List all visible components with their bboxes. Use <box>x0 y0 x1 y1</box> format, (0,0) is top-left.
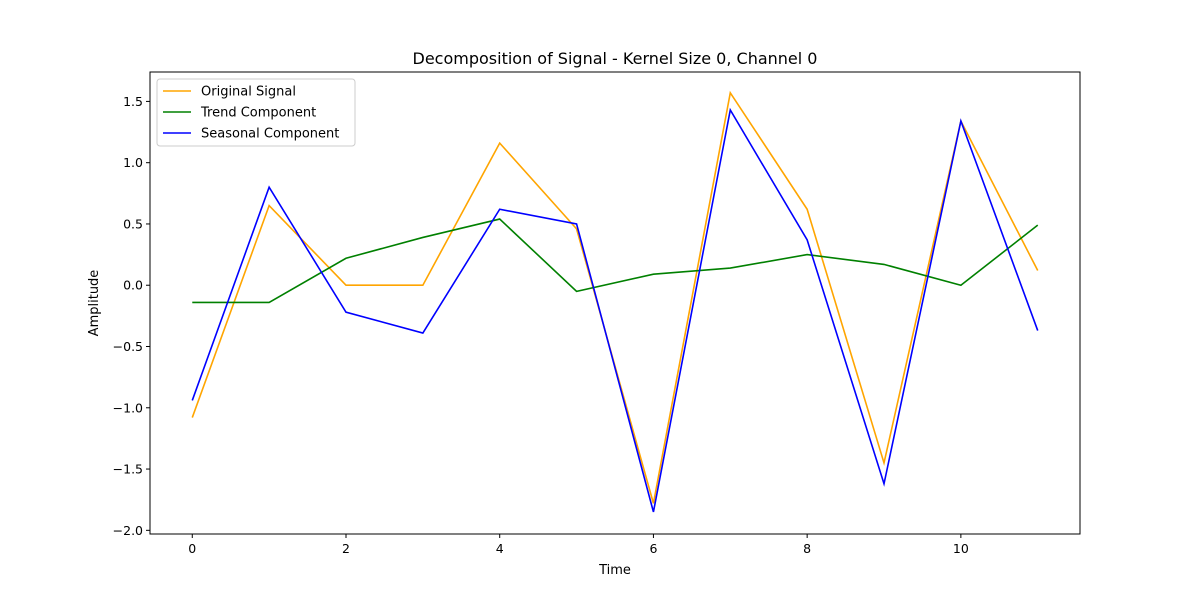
legend-box <box>156 78 356 147</box>
plot-frame <box>149 71 1081 535</box>
x-axis-ticks: 0 2 4 6 8 10 <box>188 534 969 556</box>
y-tick-label: 0.5 <box>123 216 143 231</box>
y-tick-label: 1.0 <box>123 155 143 170</box>
legend-label-1: Trend Component <box>200 106 316 121</box>
x-tick-label: 4 <box>496 541 504 556</box>
y-tick-label: 0.0 <box>123 278 143 293</box>
y-axis-label: Amplitude <box>87 270 102 337</box>
legend-label-2: Seasonal Component <box>201 127 339 142</box>
x-tick-label: 8 <box>803 541 811 556</box>
y-axis-ticks: −2.0 −1.5 −1.0 −0.5 0.0 0.5 1.0 1.5 <box>113 94 150 538</box>
series-lines <box>191 90 1039 513</box>
x-tick-label: 6 <box>649 541 657 556</box>
y-tick-label: 1.5 <box>123 94 143 109</box>
y-tick-label: −1.0 <box>113 400 143 415</box>
chart-title: Decomposition of Signal - Kernel Size 0,… <box>413 49 818 68</box>
series-line-2 <box>191 107 1039 513</box>
x-tick-label: 0 <box>188 541 196 556</box>
legend: Original Signal Trend Component Seasonal C… <box>156 78 356 147</box>
x-axis-label: Time <box>598 563 631 578</box>
y-tick-label: −0.5 <box>113 339 143 354</box>
x-tick-label: 10 <box>953 541 969 556</box>
series-line-1 <box>192 218 1039 304</box>
x-tick-label: 2 <box>342 541 350 556</box>
legend-label-0: Original Signal <box>201 85 296 100</box>
y-tick-label: −2.0 <box>113 523 143 538</box>
y-tick-label: −1.5 <box>113 462 143 477</box>
